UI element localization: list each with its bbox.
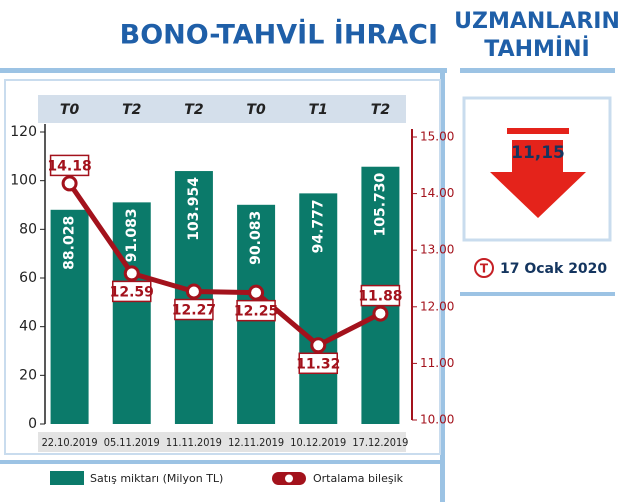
- forecast-value: 11,15: [511, 143, 565, 163]
- value-label: 14.18: [47, 158, 91, 174]
- y2-tick-label: 13.00: [420, 243, 454, 257]
- line-marker: [310, 337, 327, 354]
- forecast-date: 17 Ocak 2020: [500, 261, 607, 277]
- y-tick-label: 40: [19, 319, 37, 335]
- sidebar-rule: [460, 68, 615, 73]
- down-arrow: [490, 140, 586, 218]
- y2-tick-label: 15.00: [420, 130, 454, 144]
- line-marker: [372, 305, 389, 322]
- value-label-box: [298, 352, 338, 375]
- sidebar-rule: [460, 292, 615, 296]
- value-label: 12.59: [110, 284, 154, 300]
- term-label: T0: [60, 102, 80, 118]
- date-strip: [38, 432, 406, 452]
- value-label-box: [174, 298, 214, 321]
- bar-label: 94.777: [310, 199, 326, 253]
- bar-label: 90.083: [248, 211, 264, 265]
- term-strip: [38, 95, 406, 123]
- line-marker: [185, 283, 202, 300]
- bar-label: 91.083: [124, 208, 140, 262]
- logo: [474, 258, 494, 278]
- legend-label: Ortalama bileşik: [313, 472, 404, 485]
- chart-panel: [4, 79, 441, 455]
- bar-label: 105.730: [372, 172, 388, 236]
- x-tick-label: 22.10.2019: [42, 436, 98, 449]
- forecast-box: [462, 96, 612, 242]
- title-rule: [0, 68, 447, 73]
- y2-tick-label: 14.00: [420, 186, 454, 200]
- value-label-box: [236, 299, 276, 322]
- y-tick-label: 80: [19, 221, 37, 237]
- term-label: T1: [309, 102, 328, 118]
- y-tick-label: 20: [19, 367, 37, 383]
- term-label: T0: [246, 102, 266, 118]
- x-tick-label: 05.11.2019: [104, 436, 160, 449]
- panel-border: [440, 68, 445, 502]
- value-label: 11.88: [358, 289, 402, 305]
- y-tick-label: 100: [10, 173, 37, 189]
- value-label: 12.25: [234, 304, 278, 320]
- line: [67, 181, 382, 348]
- bar-label: 103.954: [186, 177, 202, 241]
- line-marker: [248, 284, 265, 301]
- x-tick-label: 11.11.2019: [166, 436, 222, 449]
- bar: [112, 202, 151, 424]
- arrow-bar: [507, 128, 569, 134]
- x-tick-label: 12.11.2019: [228, 436, 284, 449]
- legend-swatch-dot: [285, 474, 293, 483]
- line-marker: [123, 265, 140, 282]
- legend-label: Satış miktarı (Milyon TL): [90, 472, 223, 485]
- term-label: T2: [184, 102, 203, 118]
- x-tick-label: 17.12.2019: [352, 436, 408, 449]
- logo-text: T: [480, 262, 489, 276]
- line-marker: [61, 175, 78, 192]
- bar-label: 88.028: [62, 216, 78, 270]
- value-label-box: [49, 154, 90, 177]
- value-label-box: [360, 284, 401, 307]
- x-tick-label: 10.12.2019: [290, 436, 346, 449]
- bar: [50, 209, 89, 424]
- y2-tick-label: 10.00: [420, 413, 454, 427]
- y2-tick-label: 12.00: [420, 299, 454, 313]
- term-label: T2: [371, 102, 390, 118]
- bar: [299, 193, 338, 424]
- value-label-box: [112, 280, 152, 303]
- sidebar-title: UZMANLARIN: [454, 9, 620, 34]
- y2-tick-label: 11.00: [420, 356, 454, 370]
- y-tick-label: 60: [19, 270, 37, 286]
- value-label: 12.27: [172, 303, 216, 319]
- term-label: T2: [122, 102, 141, 118]
- legend-swatch: [50, 471, 84, 485]
- sidebar-title: TAHMİNİ: [484, 36, 589, 62]
- y-tick-label: 0: [28, 416, 37, 432]
- y-tick-label: 120: [10, 124, 37, 140]
- chart-title: BONO-TAHVİL İHRACI: [120, 19, 438, 51]
- value-label: 11.32: [296, 356, 340, 372]
